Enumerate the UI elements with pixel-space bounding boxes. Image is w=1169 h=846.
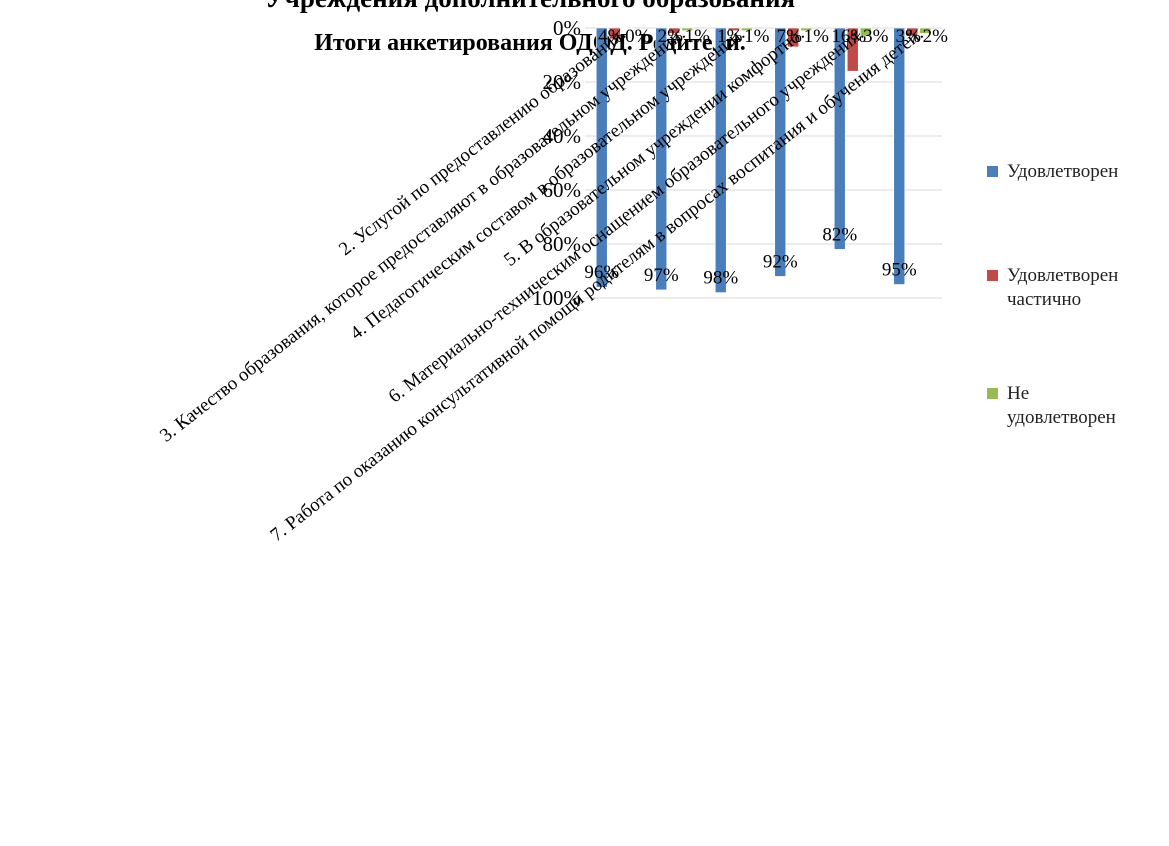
data-label: 0% bbox=[625, 26, 651, 47]
bar-satisfied bbox=[655, 27, 668, 291]
data-label: 82% bbox=[822, 224, 857, 245]
legend-label: удовлетворен bbox=[1007, 407, 1116, 428]
data-label: 92% bbox=[763, 251, 798, 272]
data-label: 1% bbox=[685, 26, 711, 47]
bar-not-satisfied bbox=[919, 27, 932, 34]
data-label: 1% bbox=[804, 26, 830, 47]
bar-not-satisfied bbox=[859, 27, 872, 37]
chart-subtitle: Итоги анкетирования ОДОД. Родители. bbox=[314, 30, 746, 56]
bar-satisfied bbox=[595, 27, 608, 288]
legend-swatch-partially bbox=[987, 270, 998, 281]
legend-item-partially: Удовлетворен частично bbox=[987, 264, 1118, 312]
bar-satisfied bbox=[774, 27, 787, 277]
data-label: 97% bbox=[644, 265, 679, 286]
bar-not-satisfied bbox=[740, 27, 753, 32]
bar-partially bbox=[846, 27, 859, 72]
legend-label: частично bbox=[1007, 289, 1082, 310]
data-label: 16% bbox=[831, 26, 866, 47]
bar-partially bbox=[727, 27, 740, 32]
chart-title: Учреждения дополнительного образования bbox=[0, 0, 1060, 14]
bar-partially bbox=[608, 27, 621, 40]
y-tick-label: 20% bbox=[543, 70, 582, 94]
data-label: 3% bbox=[896, 26, 922, 47]
legend-item-satisfied: Удовлетворен bbox=[987, 160, 1118, 184]
legend-label: Удовлетворен bbox=[1007, 161, 1119, 182]
data-label: 95% bbox=[882, 260, 917, 281]
data-label: 4% bbox=[598, 26, 624, 47]
data-label: 2% bbox=[658, 26, 684, 47]
data-label: 98% bbox=[703, 268, 738, 289]
bar-partially bbox=[906, 27, 919, 37]
y-tick-label: 60% bbox=[543, 178, 582, 202]
bar-not-satisfied bbox=[621, 27, 634, 29]
y-tick-label: 0% bbox=[553, 16, 581, 40]
bar-partially bbox=[787, 27, 800, 48]
legend-item-not-satisfied: Не удовлетворен bbox=[987, 382, 1116, 430]
bar-satisfied bbox=[833, 27, 846, 250]
data-label: 1% bbox=[744, 26, 770, 47]
data-label: 96% bbox=[584, 262, 619, 283]
legend-swatch-satisfied bbox=[987, 166, 998, 177]
bar-partially bbox=[668, 27, 681, 34]
y-tick-label: 100% bbox=[532, 286, 581, 310]
y-tick-label: 40% bbox=[543, 124, 582, 148]
bar-not-satisfied bbox=[681, 27, 694, 32]
legend-label: Не bbox=[1007, 383, 1030, 404]
legend-swatch-not-satisfied bbox=[987, 388, 998, 399]
data-label: 3% bbox=[863, 26, 889, 47]
bar-satisfied bbox=[893, 27, 906, 285]
data-label: 1% bbox=[717, 26, 743, 47]
legend-label: Удовлетворен bbox=[1007, 265, 1119, 286]
y-tick-label: 80% bbox=[543, 232, 582, 256]
bar-not-satisfied bbox=[800, 27, 813, 32]
bar-satisfied bbox=[714, 27, 727, 293]
data-label: 7% bbox=[777, 26, 803, 47]
data-label: 2% bbox=[923, 26, 949, 47]
